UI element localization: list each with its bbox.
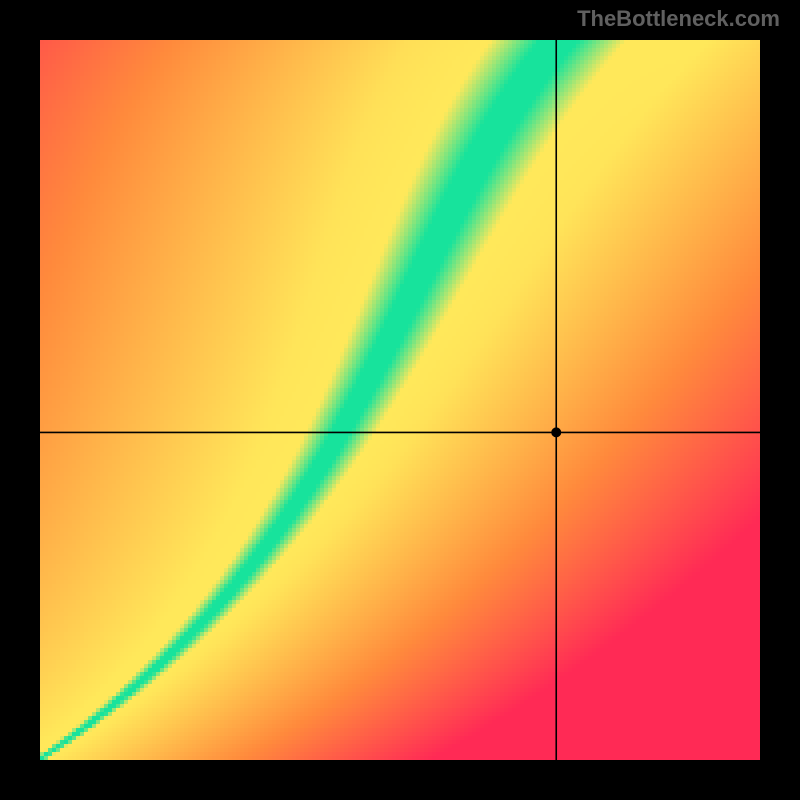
watermark-text: TheBottleneck.com (577, 6, 780, 32)
chart-container: TheBottleneck.com (0, 0, 800, 800)
plot-area (40, 40, 760, 760)
heatmap-canvas (40, 40, 760, 760)
